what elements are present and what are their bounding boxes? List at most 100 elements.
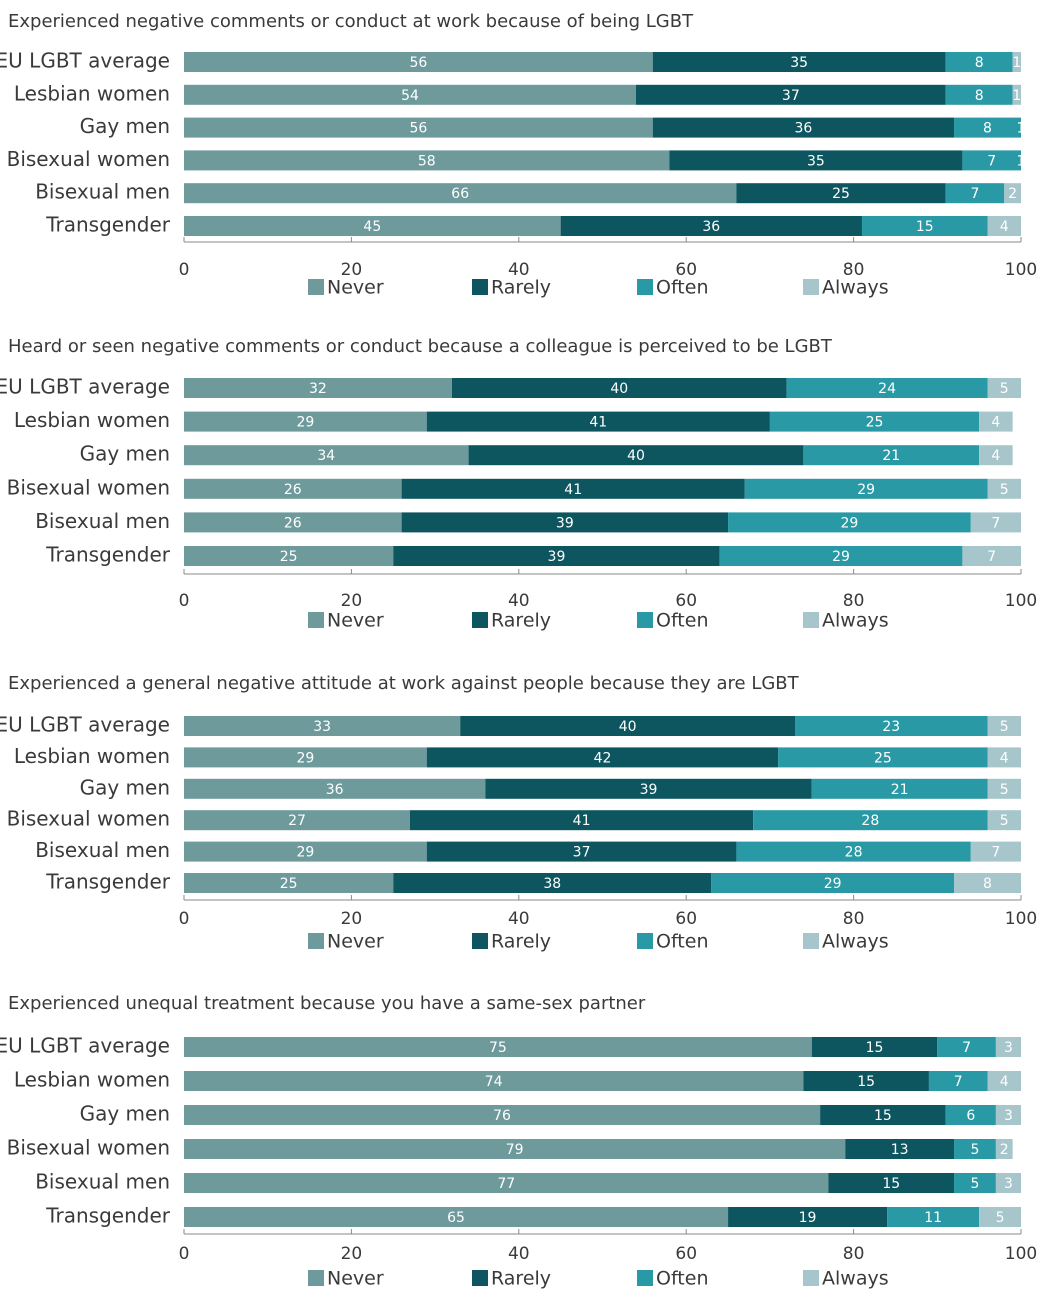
bar-segment-always [987,778,1021,799]
bar-segment-rarely [635,84,946,105]
chart-title: Experienced unequal treatment because yo… [8,993,646,1014]
data-label: 29 [857,482,875,498]
bar-segment-never [184,716,461,736]
bar-segment-always [1004,183,1021,204]
category-label: Gay men [80,775,170,799]
data-label: 3 [1004,1108,1013,1124]
data-label: 25 [874,750,892,766]
data-label: 25 [280,549,298,565]
category-label: Lesbian women [14,81,170,105]
data-label: 4 [1000,219,1009,235]
data-label: 7 [954,1074,963,1090]
x-tick-label: 40 [508,909,530,929]
x-tick-label: 20 [341,591,363,611]
data-label: 15 [866,1040,884,1056]
bar-segment-rarely [803,1071,929,1091]
data-label: 4 [991,415,1000,431]
bar-segment-never [184,150,670,171]
bar-segment-always [970,841,1021,862]
data-label: 1 [1012,88,1021,104]
bar-segment-often [803,445,980,466]
data-label: 5 [996,1210,1005,1226]
bar-segment-rarely [401,512,729,533]
x-tick-label: 40 [508,591,530,611]
data-label: 36 [702,219,720,235]
data-label: 5 [971,1176,980,1192]
legend-label-always: Always [822,1268,889,1290]
legend-label-rarely: Rarely [491,931,551,953]
legend-label-never: Never [327,277,384,299]
legend-label-never: Never [327,610,384,632]
x-tick-label: 100 [1005,591,1037,611]
bar-segment-always [970,512,1021,533]
bar-segment-never [184,1037,812,1057]
data-label: 34 [317,448,335,464]
bar-segment-often [954,117,1021,138]
chart-panel-3: Experienced a general negative attitude … [0,673,1037,953]
chart-title: Heard or seen negative comments or condu… [8,336,833,357]
bar-segment-often [778,747,988,768]
data-label: 8 [983,876,992,892]
legend-swatch-rarely [472,612,488,628]
bar-segment-often [795,716,988,736]
data-label: 75 [489,1040,507,1056]
bar-segment-never [184,478,402,499]
data-label: 26 [284,515,302,531]
data-label: 29 [296,750,314,766]
data-label: 32 [309,381,327,397]
legend-swatch-rarely [472,933,488,949]
bar-segment-often [887,1207,980,1227]
legend-label-always: Always [822,931,889,953]
bar-segment-often [945,52,1013,72]
data-label: 29 [296,845,314,861]
data-label: 15 [874,1108,892,1124]
bar-segment-never [184,841,427,862]
data-label: 37 [573,845,591,861]
data-label: 56 [409,121,427,137]
bar-segment-always [987,378,1021,398]
data-label: 2 [1008,186,1017,202]
data-label: 77 [497,1176,515,1192]
x-tick-label: 60 [675,591,697,611]
data-label: 13 [891,1142,909,1158]
data-label: 42 [594,750,612,766]
legend-swatch-rarely [472,1270,488,1286]
data-label: 39 [556,515,574,531]
bar-segment-always [962,546,1021,566]
legend-label-never: Never [327,1268,384,1290]
data-label: 23 [882,719,900,735]
data-label: 7 [987,153,996,169]
legend-swatch-often [637,1270,653,1286]
bar-segment-always [987,810,1021,831]
data-label: 21 [891,782,909,798]
bar-segment-often [945,1105,996,1125]
bar-segment-often [744,478,988,499]
bar-segment-often [945,84,1013,105]
bar-segment-always [979,445,1013,466]
data-label: 5 [1000,782,1009,798]
legend-label-often: Often [656,277,709,299]
data-label: 7 [991,845,1000,861]
bar-segment-never [184,873,394,893]
x-tick-label: 20 [341,1244,363,1264]
legend-label-never: Never [327,931,384,953]
data-label: 40 [627,448,645,464]
data-label: 6 [966,1108,975,1124]
data-label: 5 [1000,719,1009,735]
data-label: 4 [1000,750,1009,766]
data-label: 54 [401,88,419,104]
legend-swatch-always [803,612,819,628]
bar-segment-rarely [409,810,754,831]
bar-segment-rarely [485,778,812,799]
data-label: 29 [832,549,850,565]
data-label: 21 [882,448,900,464]
category-label: Gay men [80,114,170,138]
chart-title: Experienced a general negative attitude … [8,673,800,694]
x-tick-label: 0 [179,909,190,929]
bar-segment-never [184,810,410,831]
bar-segment-rarely [652,117,955,138]
data-label: 3 [1004,1040,1013,1056]
data-label: 29 [296,415,314,431]
data-label: 25 [866,415,884,431]
bar-segment-never [184,512,402,533]
